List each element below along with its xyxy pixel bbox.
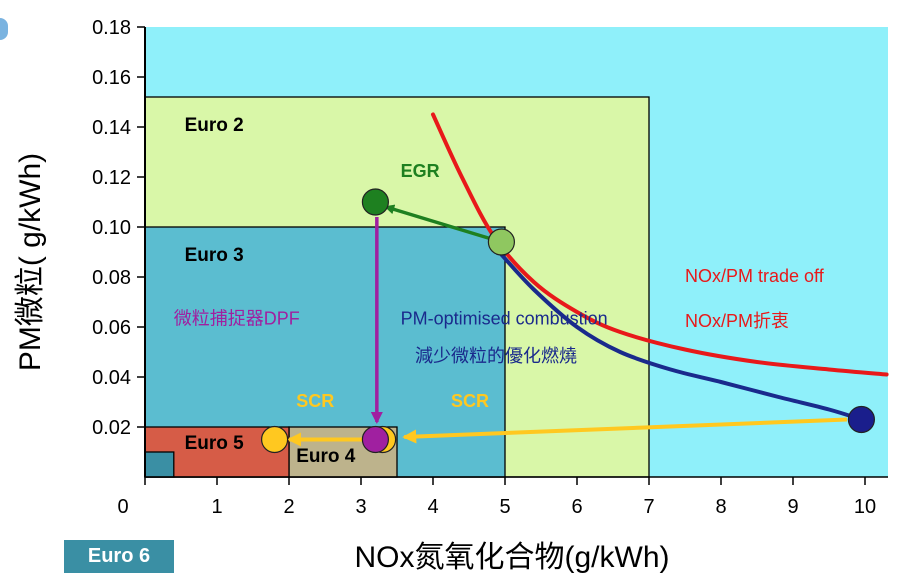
arrow [402, 417, 848, 444]
y-tick-label: 0.10 [92, 217, 131, 239]
data-point [361, 425, 389, 454]
region-label-euro-3: Euro 3 [185, 245, 244, 266]
x-tick-label: 3 [355, 496, 366, 518]
x-tick-label: 1 [211, 496, 222, 518]
annotation-label: SCR [296, 391, 334, 411]
x-tick-label: 10 [854, 496, 876, 518]
annotation-label: 微粒捕捉器DPF [174, 309, 300, 329]
y-tick-label: 0.12 [92, 167, 131, 189]
annotation-label: EGR [401, 161, 440, 181]
data-point [261, 425, 289, 454]
data-point [487, 228, 515, 256]
annotation-label: 減少微粒的優化燃燒 [415, 346, 577, 366]
y-axis-title: PM微粒( g/kWh) [14, 153, 47, 371]
y-tick-label: 0.04 [92, 367, 131, 389]
region-label-euro-4: Euro 4 [296, 446, 356, 467]
y-tick-label: 0.16 [92, 67, 131, 89]
x-tick-label: 9 [787, 496, 798, 518]
x-tick-label: 4 [427, 496, 438, 518]
euro6-label: Euro 6 [64, 540, 174, 573]
x-tick-label: 8 [715, 496, 726, 518]
annotation-label: PM-optimised combustion [401, 309, 608, 329]
corner-accent [0, 18, 8, 40]
y-tick-label: 0.08 [92, 267, 131, 289]
annotation-label: NOx/PM trade off [685, 266, 825, 286]
arrow [384, 204, 502, 244]
x-tick-label: 7 [643, 496, 654, 518]
x-tick-label: 2 [283, 496, 294, 518]
data-point [361, 188, 389, 216]
x-tick-label: 6 [571, 496, 582, 518]
y-tick-label: 0.02 [92, 417, 131, 439]
annotation-label: NOx/PM折衷 [685, 311, 789, 331]
annotation-label: SCR [451, 391, 489, 411]
x-tick-label: 5 [499, 496, 510, 518]
y-tick-label: 0.14 [92, 117, 131, 139]
data-point [847, 405, 876, 434]
y-tick-label: 0.06 [92, 317, 131, 339]
region-euro-6 [144, 451, 175, 478]
region-label-euro-2: Euro 2 [185, 115, 244, 136]
region-label-euro-5: Euro 5 [185, 433, 245, 454]
series-line-pm-optimised-combustion [499, 252, 864, 422]
y-tick-label: 0.18 [92, 17, 131, 39]
series-line-nox-pm-trade-off [431, 112, 889, 377]
x-axis-title: NOx氮氧化合物(g/kWh) [355, 541, 670, 573]
x-tick-label: 0 [117, 496, 128, 518]
